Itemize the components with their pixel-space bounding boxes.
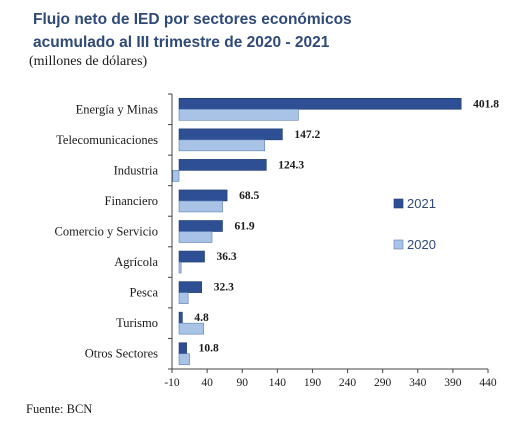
x-tick-label: 440 (479, 377, 497, 389)
x-tick-label: 90 (236, 377, 248, 389)
category-label: Pesca (130, 286, 159, 300)
data-label-2021: 401.8 (473, 98, 499, 110)
bar-2021 (178, 311, 183, 324)
x-tick-label: 290 (374, 377, 392, 389)
bar-2020 (172, 170, 180, 182)
data-label-2021: 61.9 (234, 221, 254, 233)
category-label: Energía y Minas (76, 102, 159, 116)
bar-2020 (178, 108, 299, 121)
bar-2021 (178, 97, 462, 110)
bar-2021 (178, 128, 283, 141)
chart-title-line-2: acumulado al III trimestre de 2020 - 202… (33, 34, 330, 51)
legend-label-2021: 2021 (407, 196, 436, 211)
legend-label-2020: 2020 (407, 237, 436, 252)
data-label-2021: 147.2 (294, 129, 320, 141)
category-labels: Energía y Minas Telecomunicaciones Industr… (55, 102, 159, 360)
data-label-2021: 10.8 (199, 343, 219, 355)
category-label: Turismo (116, 316, 158, 330)
chart-title-line-1: Flujo neto de IED por sectores económico… (33, 11, 352, 28)
data-label-2021: 124.3 (278, 159, 304, 171)
data-label-2021: 32.3 (214, 282, 234, 294)
data-label-2021: 68.5 (239, 190, 259, 202)
x-tick-label: -10 (164, 377, 180, 389)
bar-2021 (178, 342, 187, 355)
bar-2021 (178, 250, 205, 263)
bar-2020 (178, 231, 213, 243)
chart-subtitle: (millones de dólares) (29, 54, 148, 69)
axes: -10 40 90 140 190 240 290 340 390 440 (164, 93, 497, 389)
x-tick-label: 190 (304, 377, 322, 389)
x-tick-label: 340 (409, 377, 427, 389)
data-label-2021: 36.3 (217, 251, 237, 263)
bar-2021 (178, 281, 203, 293)
data-label-2021: 4.8 (194, 312, 209, 324)
category-label: Comercio y Servicio (55, 225, 158, 239)
legend: 2021 2020 (393, 196, 436, 252)
legend-swatch-2020 (393, 239, 404, 250)
bar-2021 (178, 220, 223, 232)
x-tick-label: 140 (269, 377, 287, 389)
category-label: Otros Sectores (85, 347, 158, 361)
bar-2020 (178, 200, 223, 213)
bar-2020 (178, 261, 182, 274)
bar-2020 (178, 292, 189, 304)
bar-2020 (178, 322, 204, 335)
category-label: Telecomunicaciones (56, 133, 158, 147)
category-label: Agrícola (114, 255, 158, 269)
bar-2020 (178, 139, 265, 152)
bar-2021 (178, 159, 267, 171)
source-note: Fuente: BCN (26, 402, 93, 416)
bar-2020 (178, 353, 190, 366)
bars: 401.8 147.2 124.3 68.5 61.9 36.3 32.3 4.8 10.8 (172, 97, 499, 366)
chart-title: Flujo neto de IED por sectores económico… (33, 8, 352, 54)
x-tick-label: 240 (339, 377, 357, 389)
legend-swatch-2021 (393, 198, 404, 209)
bar-2021 (178, 189, 228, 202)
x-tick-label: 40 (201, 377, 213, 389)
category-label: Industria (114, 163, 159, 177)
x-tick-label: 390 (444, 377, 462, 389)
category-label: Financiero (105, 194, 158, 208)
